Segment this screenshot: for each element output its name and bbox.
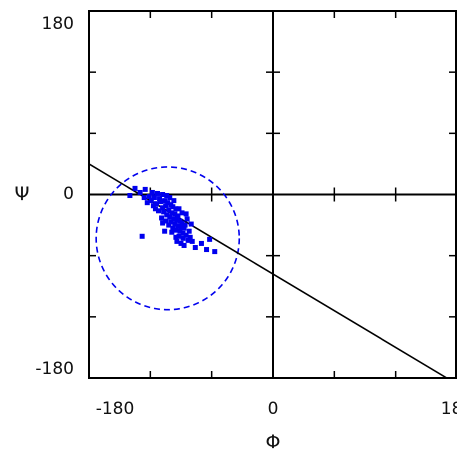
data-point	[162, 228, 168, 234]
data-point	[204, 247, 210, 253]
data-point	[180, 230, 186, 236]
data-point	[207, 236, 213, 242]
data-point	[170, 204, 176, 210]
label-layer: -180 0 180 -180 0 180 Φ Ψ	[15, 14, 457, 453]
data-point	[160, 205, 166, 211]
data-point	[180, 235, 186, 241]
data-point	[152, 206, 158, 212]
data-point	[178, 224, 184, 230]
data-point	[157, 196, 163, 202]
data-point	[182, 222, 188, 228]
data-point	[132, 185, 138, 191]
data-point	[164, 193, 170, 199]
data-point	[176, 206, 182, 212]
data-point	[175, 223, 181, 229]
trend-line	[89, 163, 448, 378]
y-tick-label: -180	[35, 359, 74, 379]
data-point	[177, 228, 183, 234]
data-point	[171, 198, 177, 204]
data-point	[174, 217, 180, 223]
data-point	[141, 195, 147, 201]
axes-layer	[88, 10, 457, 379]
data-point	[142, 186, 148, 192]
y-axis-label: Ψ	[15, 183, 30, 205]
data-point	[169, 210, 175, 216]
data-point	[189, 238, 195, 244]
data-point	[137, 189, 143, 195]
data-point	[183, 211, 189, 217]
x-axis-label: Φ	[266, 431, 281, 453]
data-point	[181, 225, 187, 231]
data-point	[167, 214, 173, 220]
data-point	[127, 193, 133, 199]
data-point	[151, 195, 157, 201]
data-point	[173, 227, 179, 233]
data-point	[161, 209, 167, 215]
data-point	[166, 207, 172, 213]
data-point	[181, 242, 187, 248]
data-point	[212, 249, 218, 255]
data-point	[172, 211, 178, 217]
data-point	[139, 233, 145, 239]
data-point	[170, 225, 176, 231]
data-point	[160, 192, 166, 197]
data-point	[153, 201, 159, 207]
data-point	[173, 234, 179, 240]
y-tick-label: 180	[42, 14, 74, 34]
data-point	[165, 200, 171, 206]
data-point	[164, 212, 170, 218]
data-layer	[89, 163, 448, 378]
data-point	[187, 234, 193, 240]
dashed-circle	[95, 166, 241, 311]
data-point	[174, 238, 180, 244]
data-point	[168, 219, 174, 225]
data-point	[188, 221, 194, 227]
data-point	[175, 213, 181, 219]
data-point	[149, 189, 155, 195]
data-point	[146, 194, 152, 200]
data-point	[144, 200, 150, 206]
data-point	[179, 210, 185, 216]
data-point	[184, 216, 190, 222]
x-tick-label: 0	[268, 399, 279, 419]
data-point	[173, 206, 179, 212]
data-point	[154, 190, 160, 196]
data-point	[176, 233, 182, 239]
data-point	[156, 208, 162, 214]
data-point	[162, 198, 168, 204]
data-point	[167, 195, 173, 201]
data-point	[171, 216, 177, 222]
data-point	[169, 229, 175, 235]
data-point	[163, 218, 169, 224]
data-point	[198, 240, 204, 246]
y-tick-label: 0	[63, 184, 74, 204]
data-point	[186, 228, 192, 234]
x-tick-label: 180	[441, 399, 457, 419]
data-point	[163, 203, 169, 209]
data-point	[148, 198, 154, 204]
data-point	[192, 245, 198, 251]
data-point	[150, 203, 156, 209]
data-point	[172, 221, 178, 227]
data-point	[159, 215, 165, 221]
data-point	[178, 240, 184, 246]
data-point	[179, 220, 185, 226]
data-point	[183, 232, 189, 238]
data-point	[185, 237, 191, 243]
data-point	[158, 199, 164, 205]
data-point	[166, 222, 172, 228]
x-tick-label: -180	[96, 399, 135, 419]
data-point	[160, 220, 166, 226]
